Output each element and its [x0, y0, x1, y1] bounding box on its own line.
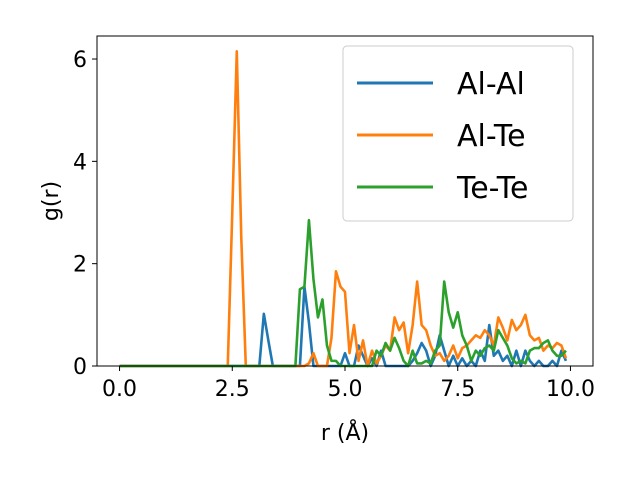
x-tick-label: 7.5: [440, 377, 475, 402]
legend: Al-Al Al-Te Te-Te: [342, 45, 574, 222]
series-line-al-al: [119, 285, 568, 368]
legend-label-te-te: Te-Te: [456, 171, 528, 206]
legend-label-al-te: Al-Te: [457, 119, 526, 154]
y-tick-label: 2: [73, 253, 87, 278]
x-tick-label: 0.0: [102, 377, 137, 402]
x-tick-label: 5.0: [328, 377, 363, 402]
series-line-al-te: [119, 50, 568, 368]
y-tick-label: 0: [73, 355, 87, 380]
y-axis-label: g(r): [39, 181, 64, 221]
y-axis-ticks: 0 2 4 6: [73, 48, 97, 380]
y-tick-label: 6: [73, 48, 87, 73]
legend-label-al-al: Al-Al: [457, 67, 525, 102]
x-tick-label: 2.5: [215, 377, 250, 402]
x-tick-label: 10.0: [546, 377, 595, 402]
x-axis-ticks: 0.0 2.5 5.0 7.5 10.0: [102, 366, 595, 402]
series-line-te-te: [119, 218, 567, 368]
legend-box: [342, 45, 574, 222]
x-axis-label: r (Å): [321, 419, 369, 446]
y-tick-label: 4: [73, 150, 87, 175]
